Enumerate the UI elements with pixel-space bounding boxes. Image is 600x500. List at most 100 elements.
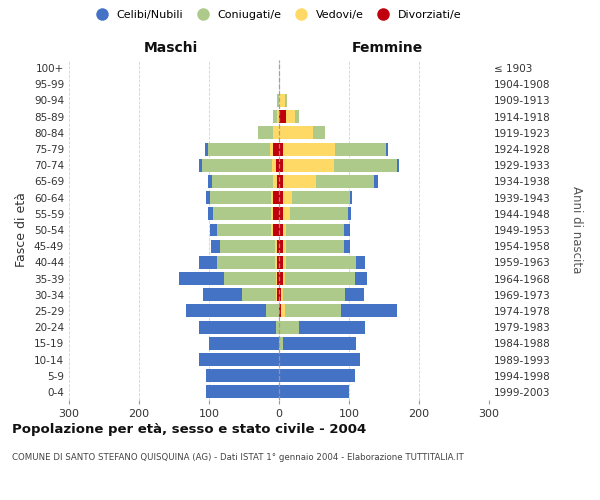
- Y-axis label: Anni di nascita: Anni di nascita: [570, 186, 583, 274]
- Bar: [313, 126, 325, 140]
- Bar: [274, 142, 279, 156]
- Bar: [279, 224, 283, 236]
- Bar: [286, 240, 344, 252]
- Bar: [279, 110, 286, 123]
- Bar: [208, 175, 212, 188]
- Bar: [283, 208, 290, 220]
- Bar: [335, 142, 386, 156]
- Bar: [284, 304, 341, 318]
- Bar: [277, 288, 279, 301]
- Bar: [279, 126, 313, 140]
- Bar: [274, 191, 279, 204]
- Bar: [279, 142, 283, 156]
- Bar: [213, 208, 271, 220]
- Bar: [279, 320, 299, 334]
- Bar: [286, 110, 295, 123]
- Bar: [283, 256, 286, 269]
- Bar: [275, 256, 277, 269]
- Bar: [281, 304, 284, 318]
- Bar: [277, 110, 279, 123]
- Bar: [279, 337, 283, 350]
- Bar: [286, 256, 356, 269]
- Bar: [279, 175, 283, 188]
- Bar: [274, 224, 279, 236]
- Bar: [299, 320, 365, 334]
- Bar: [279, 304, 281, 318]
- Bar: [275, 159, 279, 172]
- Bar: [279, 369, 355, 382]
- Bar: [275, 320, 279, 334]
- Bar: [277, 94, 279, 107]
- Bar: [355, 272, 367, 285]
- Bar: [283, 288, 345, 301]
- Bar: [210, 191, 271, 204]
- Bar: [211, 240, 220, 252]
- Text: Popolazione per età, sesso e stato civile - 2004: Popolazione per età, sesso e stato civil…: [12, 422, 366, 436]
- Bar: [199, 320, 275, 334]
- Bar: [272, 159, 275, 172]
- Legend: Celibi/Nubili, Coniugati/e, Vedovi/e, Divorziati/e: Celibi/Nubili, Coniugati/e, Vedovi/e, Di…: [86, 6, 466, 25]
- Bar: [341, 304, 397, 318]
- Bar: [277, 256, 279, 269]
- Bar: [283, 159, 334, 172]
- Text: Femmine: Femmine: [352, 41, 422, 55]
- Bar: [316, 175, 374, 188]
- Bar: [283, 337, 356, 350]
- Bar: [284, 272, 355, 285]
- Bar: [347, 208, 351, 220]
- Bar: [283, 191, 292, 204]
- Bar: [344, 240, 350, 252]
- Bar: [199, 256, 217, 269]
- Bar: [350, 191, 352, 204]
- Text: COMUNE DI SANTO STEFANO QUISQUINA (AG) - Dati ISTAT 1° gennaio 2004 - Elaborazio: COMUNE DI SANTO STEFANO QUISQUINA (AG) -…: [12, 452, 464, 462]
- Bar: [202, 159, 272, 172]
- Bar: [270, 142, 274, 156]
- Bar: [179, 272, 224, 285]
- Bar: [258, 126, 274, 140]
- Bar: [274, 110, 277, 123]
- Bar: [208, 208, 213, 220]
- Bar: [208, 142, 270, 156]
- Bar: [203, 288, 242, 301]
- Bar: [279, 256, 283, 269]
- Bar: [277, 272, 279, 285]
- Bar: [283, 240, 286, 252]
- Bar: [277, 175, 279, 188]
- Bar: [345, 288, 364, 301]
- Bar: [186, 304, 266, 318]
- Bar: [274, 208, 279, 220]
- Bar: [217, 224, 271, 236]
- Text: Maschi: Maschi: [144, 41, 198, 55]
- Bar: [274, 126, 279, 140]
- Bar: [220, 240, 275, 252]
- Bar: [295, 110, 299, 123]
- Bar: [277, 240, 279, 252]
- Bar: [279, 191, 283, 204]
- Bar: [275, 272, 277, 285]
- Bar: [292, 191, 350, 204]
- Bar: [271, 191, 274, 204]
- Bar: [279, 94, 284, 107]
- Bar: [374, 175, 378, 188]
- Bar: [283, 142, 335, 156]
- Bar: [275, 288, 277, 301]
- Bar: [274, 175, 277, 188]
- Y-axis label: Fasce di età: Fasce di età: [16, 192, 28, 268]
- Bar: [217, 256, 275, 269]
- Bar: [284, 94, 287, 107]
- Bar: [279, 288, 281, 301]
- Bar: [279, 353, 359, 366]
- Bar: [283, 175, 316, 188]
- Bar: [290, 208, 347, 220]
- Bar: [275, 240, 277, 252]
- Bar: [279, 240, 283, 252]
- Bar: [386, 142, 388, 156]
- Bar: [224, 272, 275, 285]
- Bar: [279, 208, 283, 220]
- Bar: [205, 369, 279, 382]
- Bar: [283, 224, 286, 236]
- Bar: [266, 304, 279, 318]
- Bar: [205, 142, 208, 156]
- Bar: [271, 208, 274, 220]
- Bar: [283, 272, 284, 285]
